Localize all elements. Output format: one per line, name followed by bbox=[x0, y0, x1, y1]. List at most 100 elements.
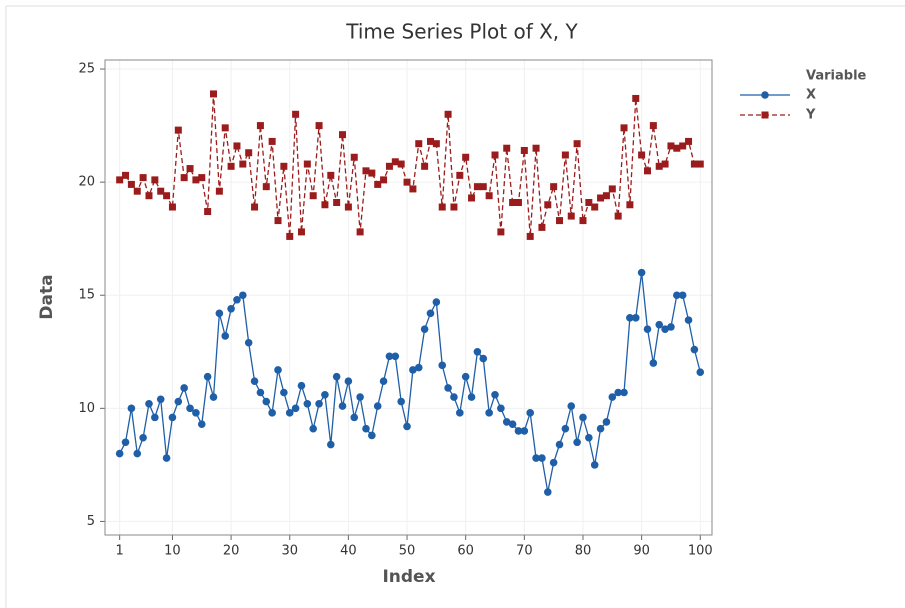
data-point bbox=[462, 153, 470, 161]
data-point bbox=[262, 397, 271, 406]
data-point bbox=[315, 400, 323, 408]
data-point bbox=[256, 388, 265, 397]
data-point bbox=[444, 384, 452, 392]
data-point bbox=[274, 217, 282, 225]
y-axis-label: Data bbox=[37, 274, 57, 319]
data-point bbox=[333, 199, 341, 206]
data-point bbox=[221, 124, 229, 132]
data-point bbox=[421, 162, 429, 170]
data-point bbox=[456, 409, 464, 417]
data-point bbox=[315, 122, 323, 130]
x-tick-label: 10 bbox=[164, 544, 181, 559]
data-point bbox=[326, 440, 335, 449]
data-point bbox=[420, 325, 429, 333]
data-point bbox=[508, 420, 517, 428]
data-point bbox=[555, 440, 564, 449]
data-point bbox=[585, 433, 593, 442]
data-point bbox=[233, 142, 241, 150]
data-point bbox=[380, 176, 388, 184]
data-point bbox=[397, 397, 405, 406]
data-point bbox=[139, 433, 147, 442]
data-point bbox=[690, 345, 699, 354]
data-point bbox=[350, 413, 359, 422]
data-point bbox=[549, 458, 558, 467]
data-point bbox=[332, 372, 341, 381]
data-point bbox=[655, 320, 664, 329]
data-point bbox=[403, 178, 411, 186]
data-point bbox=[397, 160, 405, 168]
data-point bbox=[297, 381, 306, 390]
data-point bbox=[509, 199, 517, 206]
data-point bbox=[215, 187, 223, 195]
data-point bbox=[127, 404, 136, 413]
data-point bbox=[556, 217, 564, 225]
data-point bbox=[661, 160, 669, 168]
data-point bbox=[268, 137, 276, 145]
data-point bbox=[344, 203, 352, 211]
data-point bbox=[192, 176, 200, 184]
data-point bbox=[503, 144, 511, 152]
data-point bbox=[655, 162, 663, 170]
data-point bbox=[139, 174, 147, 182]
data-point bbox=[121, 438, 130, 447]
data-point bbox=[303, 400, 312, 408]
data-point bbox=[591, 203, 599, 211]
data-point bbox=[385, 352, 394, 361]
data-point bbox=[321, 201, 329, 209]
data-point bbox=[122, 171, 130, 179]
data-point bbox=[684, 316, 693, 324]
data-point bbox=[602, 418, 611, 426]
data-point bbox=[244, 338, 253, 347]
data-point bbox=[456, 171, 464, 179]
data-point bbox=[520, 427, 529, 435]
data-point bbox=[626, 314, 634, 322]
data-point bbox=[491, 151, 499, 159]
data-point bbox=[239, 291, 247, 300]
data-point bbox=[285, 409, 294, 417]
data-point bbox=[414, 363, 423, 372]
data-point bbox=[157, 187, 165, 195]
data-point bbox=[497, 228, 505, 236]
x-tick-label: 50 bbox=[399, 544, 416, 559]
data-point bbox=[573, 140, 581, 148]
data-point bbox=[444, 110, 452, 118]
data-point bbox=[368, 169, 376, 177]
x-tick-label: 1 bbox=[116, 544, 124, 559]
data-point bbox=[561, 151, 569, 159]
data-point bbox=[579, 413, 587, 422]
data-point bbox=[590, 461, 599, 469]
data-point bbox=[291, 404, 300, 413]
data-point bbox=[690, 160, 698, 168]
data-point bbox=[502, 418, 511, 426]
data-point bbox=[403, 422, 411, 431]
data-point bbox=[116, 176, 124, 184]
data-point bbox=[661, 325, 669, 333]
data-point bbox=[631, 314, 640, 322]
x-tick-label: 70 bbox=[516, 544, 533, 559]
legend-marker bbox=[761, 111, 769, 119]
data-point bbox=[514, 427, 523, 435]
data-point bbox=[491, 390, 499, 399]
data-point bbox=[438, 203, 446, 211]
data-point bbox=[685, 137, 693, 145]
x-tick-label: 80 bbox=[575, 544, 592, 559]
data-point bbox=[192, 409, 200, 417]
data-point bbox=[203, 372, 212, 381]
x-tick-label: 60 bbox=[457, 544, 474, 559]
data-point bbox=[262, 183, 270, 191]
data-point bbox=[497, 404, 505, 413]
data-point bbox=[649, 122, 657, 130]
data-point bbox=[168, 203, 176, 211]
data-point bbox=[151, 413, 159, 422]
data-point bbox=[186, 165, 194, 173]
data-point bbox=[667, 323, 675, 331]
data-point bbox=[561, 424, 570, 433]
data-point bbox=[679, 142, 687, 150]
data-point bbox=[186, 404, 194, 413]
data-point bbox=[309, 424, 317, 433]
data-point bbox=[696, 368, 705, 376]
data-point bbox=[197, 420, 206, 428]
data-point bbox=[673, 291, 681, 300]
data-point bbox=[280, 388, 288, 397]
data-point bbox=[514, 199, 522, 206]
